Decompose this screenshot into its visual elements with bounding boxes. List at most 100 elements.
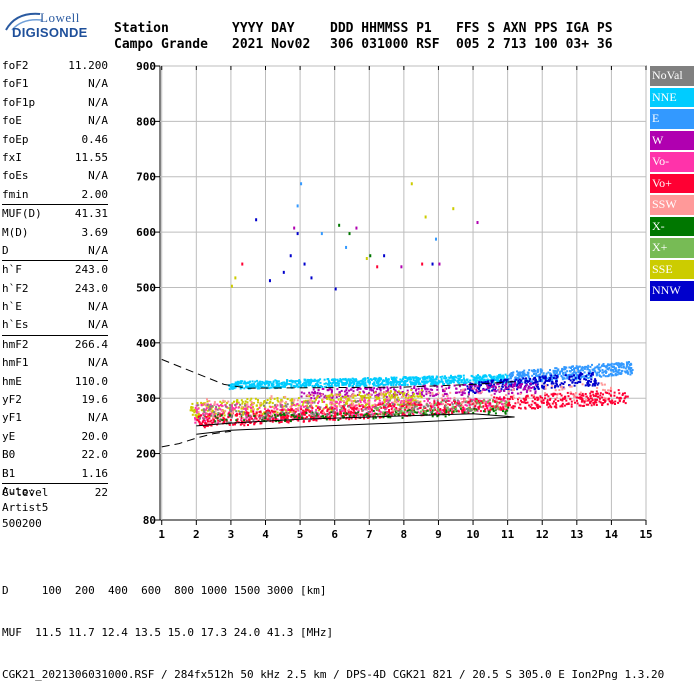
echo-point <box>598 371 600 374</box>
echo-point <box>244 418 247 421</box>
echo-point <box>402 403 405 406</box>
echo-point <box>246 401 249 404</box>
echo-point <box>369 407 372 410</box>
echo-point <box>308 382 310 385</box>
echo-point <box>535 396 538 399</box>
echo-point <box>342 412 345 415</box>
echo-point <box>213 412 216 415</box>
param-label: yE <box>2 429 16 443</box>
echo-point <box>255 404 258 407</box>
echo-point <box>279 404 282 407</box>
echo-point <box>576 382 579 384</box>
echo-point <box>482 388 485 391</box>
echo-point <box>630 372 633 374</box>
legend-item-x-: X+ <box>650 238 694 258</box>
echo-point <box>579 397 582 400</box>
echo-point <box>529 389 532 392</box>
param-label: C-level <box>2 485 49 499</box>
echo-point <box>595 404 598 406</box>
echo-point <box>505 386 508 389</box>
echo-point <box>535 403 538 406</box>
echo-point <box>378 392 381 395</box>
echo-point <box>564 366 567 369</box>
param-value: 11.200 <box>68 59 108 72</box>
echo-point <box>559 398 562 401</box>
echo-point <box>440 413 443 415</box>
echo-point <box>385 393 387 395</box>
echo-point <box>348 380 351 383</box>
echo-point <box>229 414 232 417</box>
echo-point <box>203 426 206 429</box>
echo-point <box>601 371 604 374</box>
echo-point <box>408 405 411 408</box>
echo-point <box>492 399 495 402</box>
echo-point <box>276 397 279 400</box>
echo-point <box>220 402 223 405</box>
echo-point <box>393 392 396 395</box>
echo-point <box>337 419 340 421</box>
echo-point <box>221 404 224 407</box>
echo-point <box>405 406 407 409</box>
echo-point <box>576 377 579 380</box>
echo-point <box>367 396 370 399</box>
echo-point <box>461 379 464 382</box>
echo-point <box>624 395 627 398</box>
echo-point <box>534 378 537 381</box>
echo-point <box>549 404 552 407</box>
echo-point <box>544 397 546 400</box>
echo-point <box>584 393 587 395</box>
echo-point <box>546 401 548 404</box>
echo-point <box>478 375 481 378</box>
echo-point <box>379 402 382 405</box>
echo-point <box>269 386 272 389</box>
echo-point <box>481 401 484 404</box>
echo-point <box>554 389 557 392</box>
echo-point <box>574 401 576 404</box>
echo-point <box>324 385 327 388</box>
echo-point <box>445 411 448 414</box>
echo-point <box>448 376 451 379</box>
echo-point <box>256 414 259 417</box>
echo-point <box>614 400 617 403</box>
echo-point <box>485 400 488 403</box>
echo-point <box>402 395 405 398</box>
echo-point <box>304 401 307 404</box>
echo-point <box>324 394 327 397</box>
echo-point <box>243 387 246 390</box>
echo-point <box>346 400 349 403</box>
echo-point <box>404 408 407 411</box>
echo-point <box>375 381 378 384</box>
echo-point <box>585 378 588 381</box>
echo-point <box>486 407 489 410</box>
echo-point <box>580 397 583 399</box>
echo-point <box>338 404 341 407</box>
echo-point <box>541 384 544 387</box>
echo-point <box>544 379 547 382</box>
echo-point <box>302 401 305 404</box>
echo-point <box>609 401 612 404</box>
echo-point <box>304 408 307 411</box>
echo-point <box>404 384 407 386</box>
echo-point <box>347 378 350 381</box>
echo-point <box>589 365 592 368</box>
echo-point <box>393 391 396 394</box>
echo-point <box>304 382 307 385</box>
echo-point <box>235 381 238 384</box>
echo-point <box>321 401 324 403</box>
echo-point <box>588 398 590 401</box>
echo-point <box>449 403 452 406</box>
echo-point <box>608 364 610 367</box>
echo-point <box>514 402 517 405</box>
echo-point <box>534 369 537 372</box>
echo-point <box>617 369 620 372</box>
param-row: fxI 11.55 <box>2 149 108 167</box>
echo-point <box>579 378 582 381</box>
echo-point <box>486 405 489 408</box>
echo-point <box>453 378 456 381</box>
echo-point <box>281 385 284 388</box>
echo-point <box>309 405 311 407</box>
echo-point <box>606 392 609 394</box>
echo-point <box>312 419 315 422</box>
echo-point <box>581 392 584 395</box>
echo-point <box>308 414 311 417</box>
